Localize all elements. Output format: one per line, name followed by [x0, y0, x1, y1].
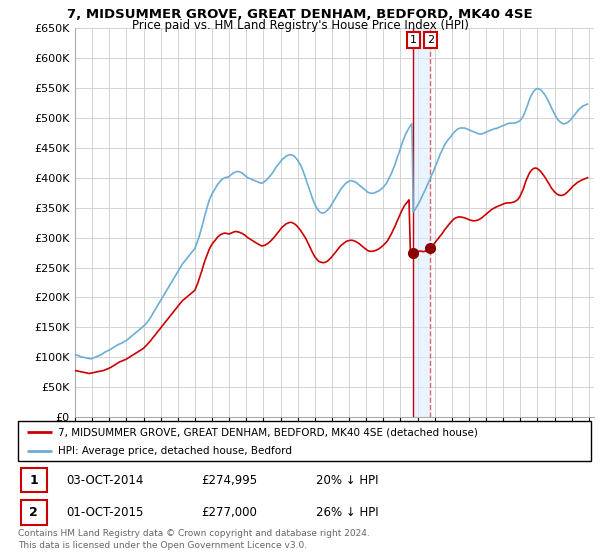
- Bar: [413, 28, 430, 417]
- Text: Price paid vs. HM Land Registry's House Price Index (HPI): Price paid vs. HM Land Registry's House …: [131, 19, 469, 32]
- FancyBboxPatch shape: [18, 421, 591, 461]
- Text: 1: 1: [410, 35, 417, 45]
- Text: 2: 2: [427, 35, 434, 45]
- Text: 26% ↓ HPI: 26% ↓ HPI: [316, 506, 379, 519]
- Text: HPI: Average price, detached house, Bedford: HPI: Average price, detached house, Bedf…: [58, 446, 292, 455]
- Text: 20% ↓ HPI: 20% ↓ HPI: [316, 474, 379, 487]
- Text: £277,000: £277,000: [202, 506, 257, 519]
- Text: 01-OCT-2015: 01-OCT-2015: [67, 506, 144, 519]
- Text: 7, MIDSUMMER GROVE, GREAT DENHAM, BEDFORD, MK40 4SE (detached house): 7, MIDSUMMER GROVE, GREAT DENHAM, BEDFOR…: [58, 427, 478, 437]
- Text: 03-OCT-2014: 03-OCT-2014: [67, 474, 144, 487]
- FancyBboxPatch shape: [21, 501, 47, 525]
- Text: 7, MIDSUMMER GROVE, GREAT DENHAM, BEDFORD, MK40 4SE: 7, MIDSUMMER GROVE, GREAT DENHAM, BEDFOR…: [67, 8, 533, 21]
- Text: 2: 2: [29, 506, 38, 519]
- Text: Contains HM Land Registry data © Crown copyright and database right 2024.
This d: Contains HM Land Registry data © Crown c…: [18, 529, 370, 550]
- FancyBboxPatch shape: [21, 468, 47, 492]
- Text: £274,995: £274,995: [202, 474, 257, 487]
- Text: 1: 1: [29, 474, 38, 487]
